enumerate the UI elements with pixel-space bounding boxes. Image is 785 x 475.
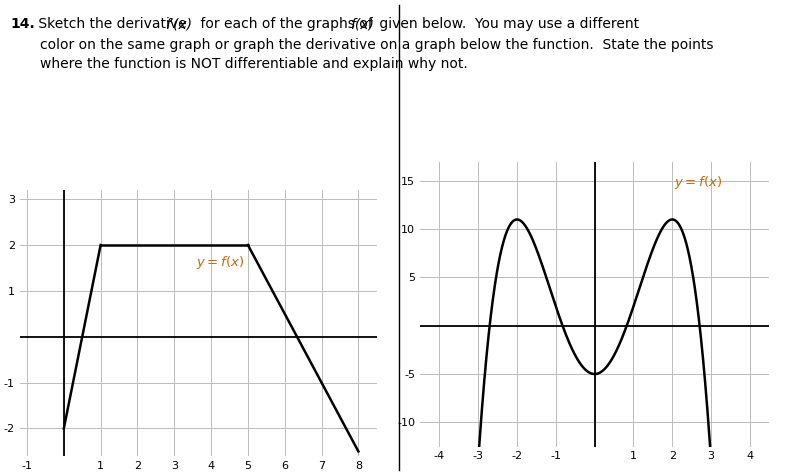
Text: f(x): f(x) xyxy=(350,17,374,31)
Text: where the function is NOT differentiable and explain why not.: where the function is NOT differentiable… xyxy=(40,57,468,71)
Text: 14.: 14. xyxy=(10,17,35,31)
Text: $y = f(x)$: $y = f(x)$ xyxy=(674,174,722,190)
Text: f′(x): f′(x) xyxy=(165,17,192,31)
Text: Sketch the derivative: Sketch the derivative xyxy=(34,17,191,31)
Text: given below.  You may use a different: given below. You may use a different xyxy=(375,17,639,31)
Text: $y = f(x)$: $y = f(x)$ xyxy=(196,254,244,271)
Text: color on the same graph or graph the derivative on a graph below the function.  : color on the same graph or graph the der… xyxy=(40,38,714,52)
Text: for each of the graphs of: for each of the graphs of xyxy=(196,17,377,31)
